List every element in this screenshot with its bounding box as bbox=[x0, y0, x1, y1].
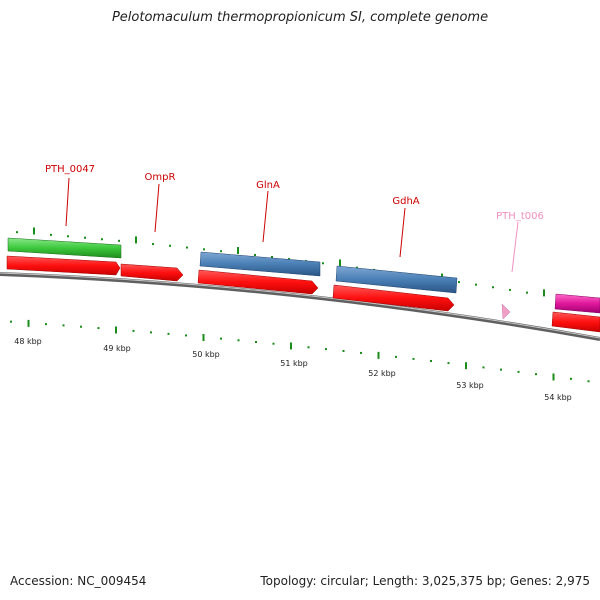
cds-feature-ompr[interactable] bbox=[120, 263, 184, 282]
kbp-label: 51 kbp bbox=[280, 359, 308, 368]
cds-feature[interactable] bbox=[551, 311, 600, 333]
ruler-tick bbox=[80, 325, 82, 328]
ruler-tick bbox=[255, 340, 257, 343]
accession-text: Accession: NC_009454 bbox=[10, 574, 147, 588]
track-tick bbox=[458, 281, 460, 284]
track-tick bbox=[169, 244, 171, 247]
ruler-tick bbox=[220, 337, 222, 340]
ruler-tick bbox=[587, 380, 590, 383]
ruler-tick bbox=[377, 351, 380, 359]
inner-ruler-track bbox=[10, 319, 590, 383]
ruler-tick bbox=[167, 332, 170, 335]
trna-feature-pth-t006[interactable] bbox=[501, 303, 511, 320]
track-tick bbox=[101, 238, 103, 241]
kbp-label: 53 kbp bbox=[456, 381, 484, 390]
kbp-scale: 48 kbp 49 kbp 50 kbp 51 kbp 52 kbp 53 kbp 54 k… bbox=[14, 337, 572, 402]
track-tick bbox=[475, 283, 477, 286]
gene-label-pth-t006[interactable]: PTH_t006 bbox=[496, 211, 544, 222]
ruler-tick bbox=[27, 319, 30, 327]
ruler-tick bbox=[62, 324, 65, 327]
ruler-tick bbox=[325, 348, 327, 351]
track-tick bbox=[152, 243, 154, 246]
track-tick bbox=[322, 262, 324, 265]
ruler-tick bbox=[500, 368, 502, 371]
ruler-tick bbox=[342, 350, 345, 353]
kbp-label: 50 kbp bbox=[192, 350, 220, 359]
ruler-tick bbox=[272, 342, 275, 345]
ruler-tick bbox=[447, 362, 450, 365]
cds-feature[interactable] bbox=[332, 284, 455, 312]
track-tick bbox=[186, 246, 188, 249]
track-tick bbox=[271, 255, 273, 258]
gene-feature-glna[interactable] bbox=[199, 251, 321, 277]
track-tick bbox=[509, 288, 511, 291]
ruler-tick bbox=[237, 339, 240, 342]
map-title: Pelotomaculum thermopropionicum SI, comp… bbox=[111, 10, 489, 25]
ruler-tick bbox=[202, 334, 205, 342]
track-tick bbox=[288, 258, 290, 261]
cds-track bbox=[6, 255, 600, 333]
gene-labels: PTH_0047 OmpR GlnA GdhA PTH_t006 bbox=[45, 164, 544, 222]
track-tick bbox=[492, 286, 494, 289]
kbp-label: 49 kbp bbox=[103, 344, 131, 353]
cds-feature[interactable] bbox=[6, 255, 121, 276]
ruler-tick bbox=[185, 334, 187, 337]
ruler-tick bbox=[395, 355, 397, 358]
ruler-tick bbox=[97, 327, 100, 330]
ruler-tick bbox=[517, 370, 520, 373]
track-tick bbox=[203, 248, 205, 251]
gene-feature[interactable] bbox=[554, 293, 600, 314]
gene-label-gdha[interactable]: GdhA bbox=[392, 196, 419, 207]
track-tick bbox=[526, 291, 528, 294]
ruler-tick bbox=[412, 357, 415, 360]
track-tick bbox=[50, 233, 52, 236]
ruler-tick bbox=[465, 362, 467, 370]
kbp-label: 48 kbp bbox=[14, 337, 42, 346]
ruler-tick bbox=[150, 331, 152, 334]
gene-label-ompr[interactable]: OmpR bbox=[145, 172, 176, 183]
ruler-tick bbox=[10, 320, 12, 323]
gene-track bbox=[7, 237, 600, 320]
topology-text: Topology: circular; Length: 3,025,375 bp… bbox=[260, 574, 590, 588]
track-tick bbox=[339, 259, 341, 267]
ruler-tick bbox=[115, 326, 117, 334]
kbp-label: 54 kbp bbox=[544, 393, 572, 402]
ruler-tick bbox=[45, 323, 47, 326]
track-tick bbox=[16, 231, 18, 234]
kbp-label: 52 kbp bbox=[368, 369, 396, 378]
track-tick bbox=[118, 239, 120, 242]
ruler-tick bbox=[290, 342, 292, 350]
track-tick bbox=[356, 266, 358, 269]
track-tick bbox=[33, 227, 35, 235]
track-tick bbox=[220, 250, 222, 253]
ruler-tick bbox=[307, 346, 310, 349]
ruler-tick bbox=[360, 351, 362, 354]
cds-feature[interactable] bbox=[197, 269, 319, 295]
gene-label-pth0047[interactable]: PTH_0047 bbox=[45, 164, 95, 175]
ruler-tick bbox=[132, 329, 135, 332]
ruler-tick bbox=[535, 373, 537, 376]
track-tick bbox=[543, 289, 545, 297]
ruler-tick bbox=[570, 377, 572, 380]
ruler-tick bbox=[430, 359, 432, 362]
genome-backbone bbox=[0, 272, 600, 341]
gene-feature-pth0047[interactable] bbox=[7, 237, 122, 259]
track-tick bbox=[67, 235, 69, 238]
label-leaders bbox=[65, 177, 519, 273]
gene-label-glna[interactable]: GlnA bbox=[256, 180, 280, 191]
track-tick bbox=[254, 254, 256, 257]
ruler-tick bbox=[552, 373, 555, 381]
track-tick bbox=[84, 236, 86, 239]
track-tick bbox=[237, 247, 239, 255]
ruler-tick bbox=[482, 366, 485, 369]
track-tick bbox=[135, 236, 137, 244]
gene-feature-gdha[interactable] bbox=[335, 265, 458, 294]
